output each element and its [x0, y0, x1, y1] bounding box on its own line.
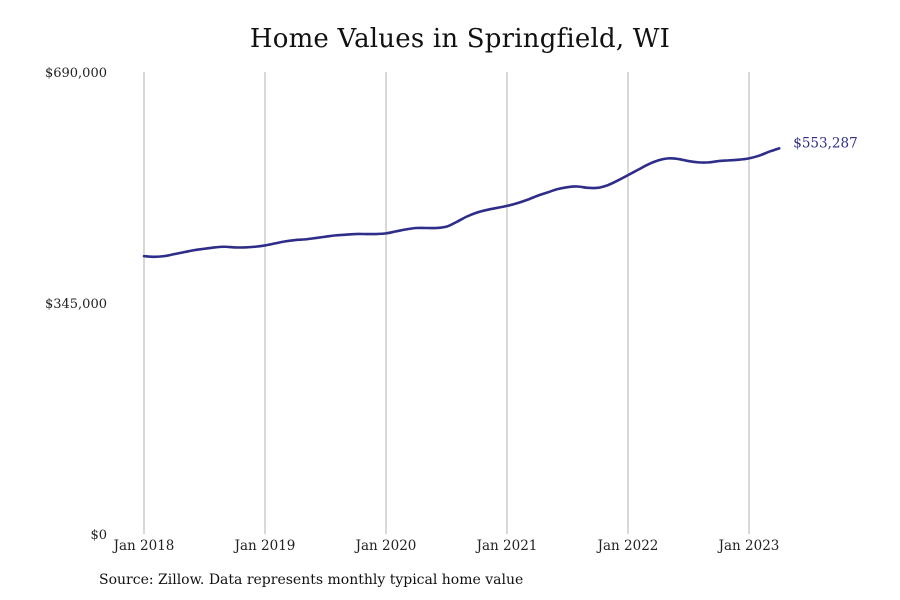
x-tick-label: Jan 2018: [112, 538, 175, 554]
end-value-label: $553,287: [793, 135, 857, 151]
x-axis-ticks: Jan 2018 Jan 2019 Jan 2020 Jan 2021 Jan 2022…: [112, 538, 780, 554]
chart-title: Home Values in Springfield, WI: [249, 24, 671, 54]
x-tick-label: Jan 2021: [475, 538, 538, 554]
x-tick-label: Jan 2020: [354, 538, 417, 554]
y-axis-ticks: $0 $345,000 $690,000: [45, 66, 107, 543]
home-value-line: [142, 147, 781, 259]
x-tick-label: Jan 2019: [233, 538, 296, 554]
x-tick-label: Jan 2023: [717, 538, 780, 554]
y-tick-label: $0: [90, 528, 107, 543]
x-tick-label: Jan 2022: [596, 538, 659, 554]
series-layer: [142, 147, 781, 259]
y-tick-label: $690,000: [45, 66, 107, 81]
y-tick-label: $345,000: [45, 297, 107, 312]
grid-lines: [143, 72, 750, 534]
source-note: Source: Zillow. Data represents monthly …: [99, 572, 524, 588]
annotations: $553,287: [793, 135, 857, 151]
